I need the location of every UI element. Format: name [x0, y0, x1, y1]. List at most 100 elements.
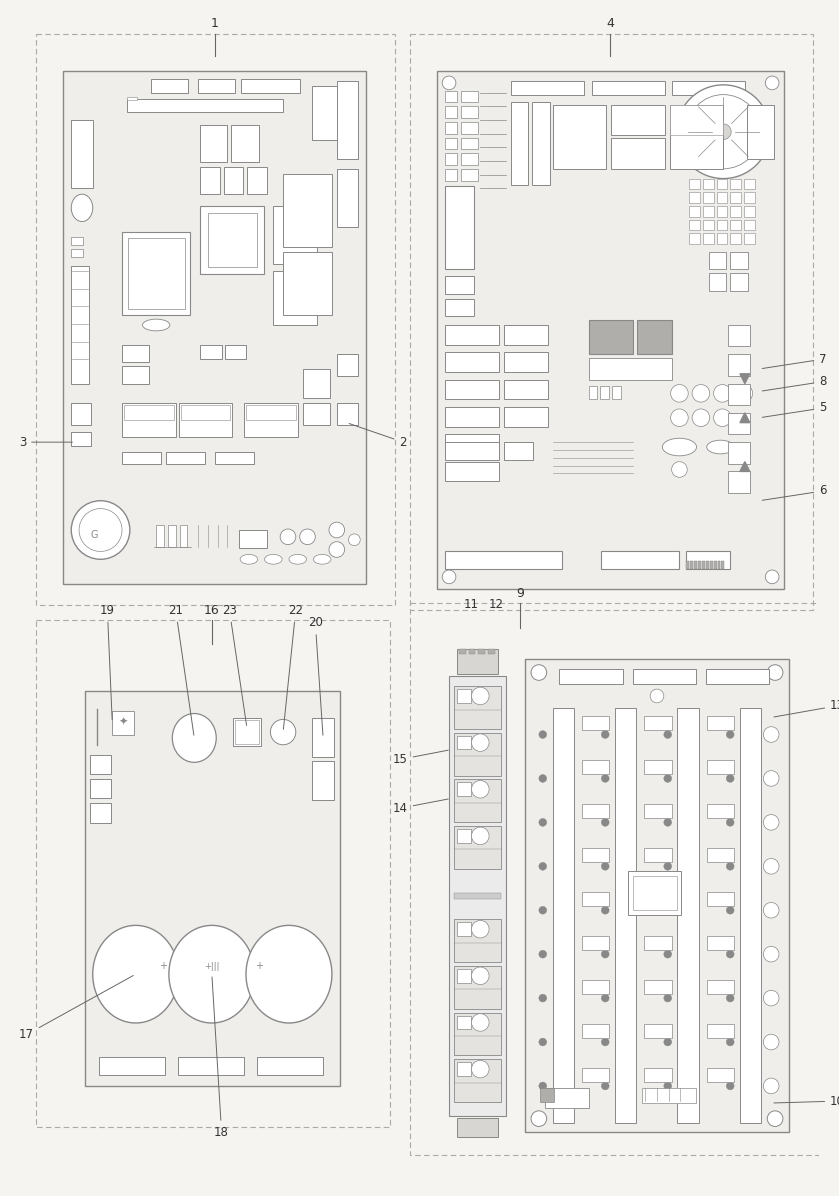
Bar [615, 708, 637, 1123]
Bar [71, 267, 89, 384]
Text: 23: 23 [222, 604, 247, 726]
Polygon shape [740, 374, 750, 384]
Bar [225, 344, 246, 359]
Bar [71, 237, 83, 245]
Bar [589, 321, 633, 354]
Text: G: G [91, 530, 98, 539]
Bar [644, 716, 672, 730]
Bar [532, 103, 550, 185]
Text: 21: 21 [168, 604, 194, 736]
Bar [166, 452, 205, 464]
Bar [71, 249, 83, 257]
Bar [64, 72, 366, 584]
Bar [127, 97, 137, 100]
Circle shape [602, 1038, 609, 1046]
Bar [257, 1057, 323, 1075]
Bar [525, 659, 789, 1133]
Bar [670, 105, 723, 169]
Bar [717, 220, 727, 231]
Bar [703, 178, 714, 189]
Bar [446, 276, 474, 294]
Bar [122, 452, 161, 464]
Circle shape [539, 1082, 547, 1090]
Bar [747, 105, 774, 159]
Text: 10: 10 [774, 1094, 839, 1107]
Circle shape [329, 542, 345, 557]
Bar [644, 1068, 672, 1081]
Ellipse shape [143, 319, 169, 331]
Bar [611, 138, 664, 169]
Circle shape [664, 1038, 672, 1046]
Text: +|||: +||| [204, 963, 220, 971]
Bar [706, 561, 709, 569]
Text: 17: 17 [18, 976, 133, 1042]
Circle shape [727, 907, 734, 914]
Circle shape [714, 409, 731, 427]
Bar [454, 687, 501, 728]
Circle shape [670, 385, 688, 402]
Ellipse shape [264, 555, 282, 565]
Bar [545, 1088, 589, 1107]
Bar [706, 669, 769, 684]
Ellipse shape [662, 438, 696, 456]
Bar [728, 325, 750, 347]
Bar [589, 358, 672, 379]
Circle shape [735, 385, 753, 402]
Bar [589, 385, 597, 399]
Bar [644, 1024, 672, 1038]
Circle shape [692, 409, 710, 427]
Bar [283, 173, 332, 246]
Circle shape [763, 814, 779, 830]
Bar [722, 561, 724, 569]
Bar [488, 649, 495, 654]
Circle shape [539, 818, 547, 826]
Bar [36, 620, 390, 1128]
Bar [457, 736, 471, 750]
Circle shape [472, 1014, 489, 1031]
Bar [446, 407, 499, 427]
Bar [581, 980, 609, 994]
Circle shape [763, 946, 779, 962]
Bar [122, 403, 175, 438]
Bar [706, 761, 734, 774]
Bar [36, 35, 395, 605]
Bar [702, 561, 705, 569]
Text: +: + [255, 962, 263, 971]
Bar [461, 122, 478, 134]
Bar [581, 716, 609, 730]
Bar [633, 875, 676, 910]
Bar [686, 551, 730, 569]
Bar [446, 299, 474, 316]
Bar [446, 379, 499, 399]
Polygon shape [740, 462, 750, 471]
Bar [180, 525, 187, 547]
Bar [446, 138, 457, 150]
Bar [643, 1088, 696, 1103]
Circle shape [539, 994, 547, 1002]
Circle shape [727, 1082, 734, 1090]
Bar [644, 761, 672, 774]
Bar [336, 169, 358, 227]
Text: 8: 8 [762, 376, 826, 391]
Circle shape [602, 775, 609, 782]
Circle shape [714, 385, 731, 402]
Circle shape [602, 862, 609, 871]
Bar [703, 220, 714, 231]
Text: 18: 18 [212, 977, 229, 1139]
Text: 3: 3 [18, 435, 72, 448]
Bar [446, 325, 499, 344]
Bar [201, 344, 221, 359]
Bar [180, 405, 231, 420]
Bar [714, 561, 717, 569]
Circle shape [472, 1061, 489, 1078]
Ellipse shape [71, 194, 93, 221]
Bar [560, 669, 623, 684]
Circle shape [539, 862, 547, 871]
Circle shape [727, 818, 734, 826]
Bar [201, 167, 220, 194]
Circle shape [472, 921, 489, 938]
Bar [437, 72, 784, 588]
Bar [446, 153, 457, 165]
Bar [703, 193, 714, 203]
Bar [730, 233, 741, 244]
